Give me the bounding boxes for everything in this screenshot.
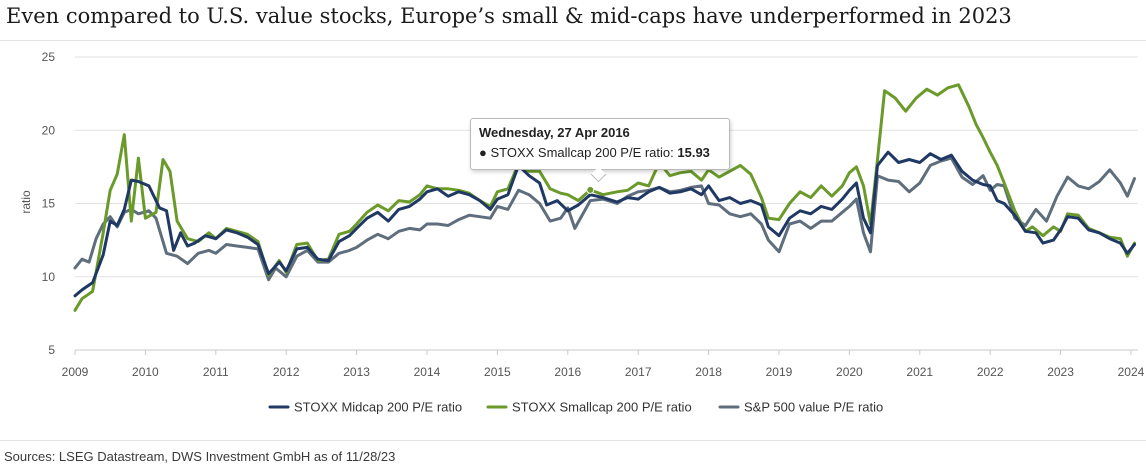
tooltip-data-point: [586, 185, 595, 194]
legend-item[interactable]: STOXX Smallcap 200 P/E ratio: [486, 400, 692, 415]
x-tick-label: 2018: [695, 365, 722, 379]
midcap-series-line: [73, 150, 1136, 298]
legend-item[interactable]: S&P 500 value P/E ratio: [718, 400, 883, 415]
y-tick-label: 20: [42, 123, 56, 137]
tooltip-series-label: STOXX Smallcap 200 P/E ratio:: [490, 145, 678, 160]
legend[interactable]: STOXX Midcap 200 P/E ratio STOXX Smallcap…: [268, 400, 883, 415]
x-tick-label: 2014: [414, 365, 441, 379]
x-tick-label: 2011: [203, 365, 229, 379]
x-tick-label: 2015: [484, 365, 511, 379]
title-divider: [0, 40, 1146, 41]
x-tick-label: 2013: [343, 365, 370, 379]
x-tick-label: 2021: [906, 365, 933, 379]
x-tick-label: 2012: [273, 365, 300, 379]
x-tick-label: 2010: [132, 365, 159, 379]
x-axis-ticks: 2009 2010 2011 2012 2013 2014 2015 2016 2017 2018…: [62, 350, 1145, 379]
footer-divider: [0, 440, 1146, 441]
series-lines: [73, 83, 1136, 312]
sp500-series-line: [73, 156, 1136, 282]
x-tick-label: 2020: [836, 365, 863, 379]
tooltip-row: ● STOXX Smallcap 200 P/E ratio: 15.93: [479, 145, 721, 160]
tooltip-value: 15.93: [677, 145, 710, 160]
x-tick-label: 2019: [766, 365, 793, 379]
x-tick-label: 2016: [554, 365, 581, 379]
legend-label: STOXX Smallcap 200 P/E ratio: [512, 400, 692, 415]
y-tick-label: 5: [48, 343, 55, 357]
x-tick-label: 2009: [62, 365, 89, 379]
y-tick-label: 10: [42, 270, 56, 284]
x-tick-label: 2023: [1047, 365, 1074, 379]
x-tick-label: 2022: [977, 365, 1004, 379]
x-tick-label: 2024: [1118, 365, 1145, 379]
tooltip-date: Wednesday, 27 Apr 2016: [479, 125, 630, 140]
x-tick-label: 2017: [625, 365, 652, 379]
chart-title: Even compared to U.S. value stocks, Euro…: [6, 4, 1012, 28]
source-note: Sources: LSEG Datastream, DWS Investment…: [4, 449, 396, 464]
y-axis-title: ratio: [19, 190, 33, 214]
y-tick-label: 25: [42, 50, 56, 64]
tooltip-bullet: ●: [479, 145, 491, 160]
legend-label: STOXX Midcap 200 P/E ratio: [294, 400, 462, 415]
data-tooltip: Wednesday, 27 Apr 2016 ● STOXX Smallcap …: [470, 118, 730, 170]
y-axis-ticks: 5 10 15 20 25: [42, 50, 56, 357]
y-tick-label: 15: [42, 197, 56, 211]
legend-item[interactable]: STOXX Midcap 200 P/E ratio: [268, 400, 462, 415]
gridlines: [75, 56, 1138, 351]
legend-label: S&P 500 value P/E ratio: [744, 400, 883, 415]
